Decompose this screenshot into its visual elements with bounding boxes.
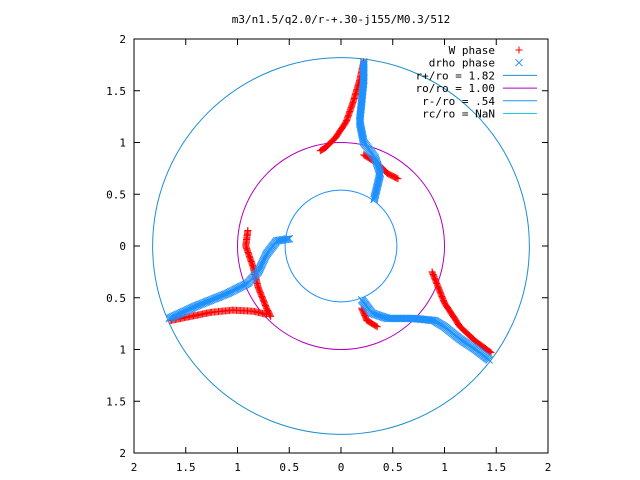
w-phase-point (316, 147, 324, 155)
drho-phase-point (359, 137, 368, 146)
w-phase-point (266, 311, 274, 319)
drho-phase-point (203, 297, 212, 306)
legend-label: ro/ro = 1.00 (416, 82, 495, 95)
y-tick-label: 1 (119, 137, 126, 150)
x-tick-label: 0.5 (279, 461, 299, 474)
drho-phase-point (215, 292, 224, 301)
w-phase-point (487, 349, 495, 357)
w-phase-point (372, 322, 380, 330)
drho-phase-point (515, 58, 523, 67)
drho-phase-point (206, 296, 215, 305)
y-tick-label: 1.5 (106, 85, 126, 98)
x-tick-label: 0.5 (383, 461, 403, 474)
y-tick-label: 0.5 (106, 292, 126, 305)
drho-phase-point (209, 295, 217, 304)
drho-phase-point (198, 299, 207, 308)
radius-circles (152, 57, 530, 435)
drho-phase-point (212, 293, 221, 302)
w-phase-point (393, 174, 401, 182)
w-phase-point (486, 348, 494, 356)
circle-1 (237, 142, 445, 350)
drho-phase-point (218, 291, 226, 300)
x-tick-label: 1 (234, 461, 241, 474)
w-phase-point (373, 323, 381, 331)
circle-2 (284, 189, 398, 303)
x-tick-label: 0 (338, 461, 345, 474)
y-tick-label: 1 (119, 344, 126, 357)
drho-phase-point (219, 291, 228, 300)
drho-phase-point (370, 195, 378, 204)
w-phase-point (515, 46, 523, 54)
x-tick-label: 1.5 (176, 461, 196, 474)
drho-phase-point (202, 298, 211, 306)
w-phase-point (262, 310, 270, 318)
x-tick-label: 1.5 (486, 461, 506, 474)
drho-phase-point (200, 299, 208, 307)
drho-phase-point (197, 300, 206, 308)
drho-phase-point (285, 234, 294, 243)
x-tick-label: 2 (131, 461, 138, 474)
series-cross (165, 57, 493, 364)
y-tick-label: 1.5 (106, 395, 126, 408)
x-tick-label: 1 (441, 461, 448, 474)
drho-phase-point (214, 293, 222, 302)
y-tick-label: 0.5 (106, 188, 126, 201)
circle-0 (152, 57, 530, 435)
drho-phase-point (207, 295, 216, 304)
y-tick-label: 0 (119, 240, 126, 253)
legend-label: W phase (449, 44, 495, 57)
drho-phase-point (194, 301, 203, 309)
w-phase-point (394, 175, 402, 183)
legend-label: r+/ro = 1.82 (416, 69, 495, 82)
drho-phase-point (370, 194, 379, 202)
drho-phase-point (370, 192, 379, 201)
drho-phase-point (210, 294, 219, 303)
legend-label: drho phase (429, 57, 495, 70)
y-tick-label: 2 (119, 447, 126, 460)
drho-phase-point (201, 298, 210, 307)
y-tick-label: 2 (119, 33, 126, 46)
drho-phase-point (220, 290, 229, 299)
drho-phase-point (284, 235, 292, 243)
axis-ticks: 2 1.5 1 0.5 0 0.5 1 1.5 221.510.500.511.52 (106, 33, 551, 474)
drho-phase-point (196, 300, 204, 309)
drho-phase-point (222, 290, 230, 298)
legend-label: r-/ro = .54 (422, 95, 495, 108)
chart-title: m3/n1.5/q2.0/r-+.30-j155/M0.3/512 (232, 13, 451, 26)
w-phase-point (317, 146, 325, 154)
x-tick-label: 2 (545, 461, 552, 474)
drho-phase-point (485, 355, 493, 364)
series-layer (165, 57, 495, 364)
drho-phase-point (205, 297, 213, 305)
drho-phase-point (211, 294, 220, 303)
drho-phase-point (216, 292, 225, 301)
drho-phase-point (192, 302, 200, 310)
drho-phase-point (193, 301, 202, 310)
drho-phase-point (282, 235, 291, 244)
w-phase-point (267, 312, 275, 320)
legend-label: rc/ro = NaN (422, 108, 495, 121)
